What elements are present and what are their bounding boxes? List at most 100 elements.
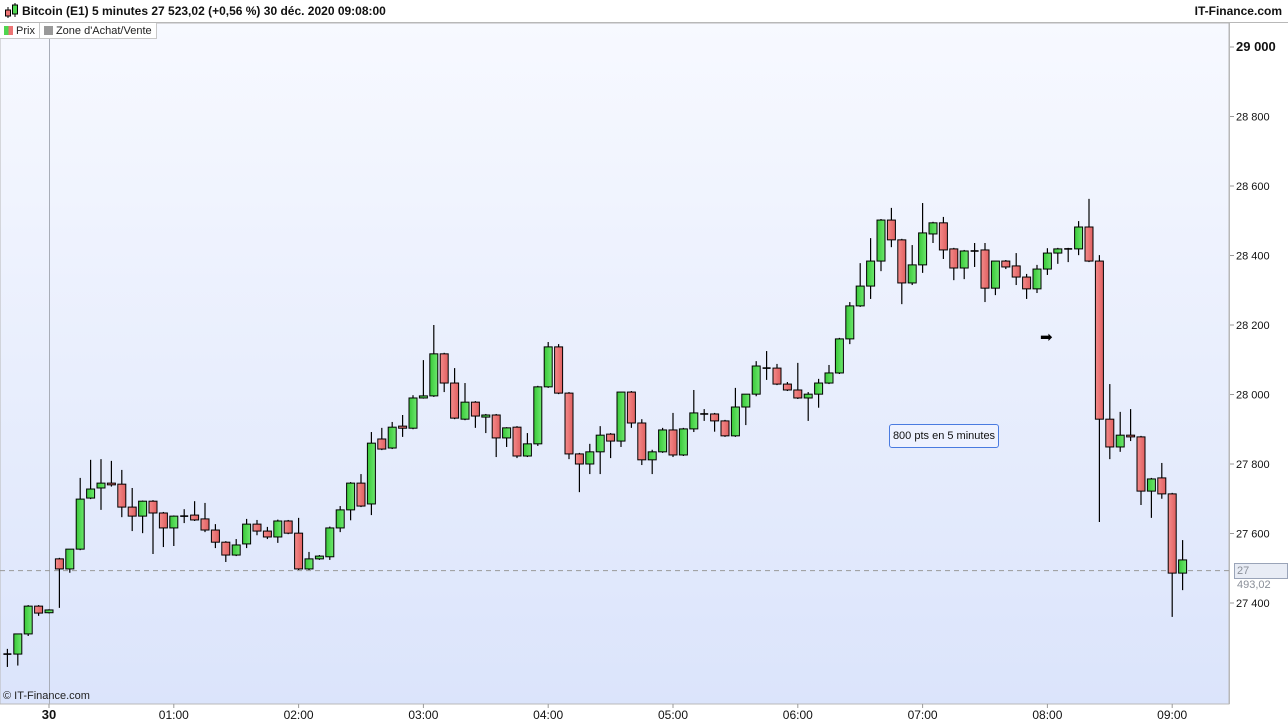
candle-body-down (34, 605, 44, 614)
candle-body-up (1042, 252, 1052, 270)
candle-body-up (647, 451, 657, 461)
candle (700, 409, 709, 421)
price-swatch-icon (4, 26, 13, 35)
candle (720, 419, 730, 437)
candle-body-up (803, 393, 813, 399)
candle (803, 392, 813, 421)
candle-body-up (314, 555, 324, 560)
candle (1022, 273, 1032, 299)
candle (897, 238, 907, 305)
x-tick-label: 30 (42, 707, 56, 722)
candle (346, 482, 356, 521)
candle-body-down (574, 453, 584, 465)
candle-body-down (793, 389, 803, 399)
candle-body-up (845, 305, 855, 340)
y-tick-label: 27 400 (1236, 598, 1270, 610)
y-tick-label: 28 000 (1236, 390, 1270, 402)
candlestick-logo-icon (5, 3, 18, 18)
candle-body-up (325, 527, 335, 558)
candle-body-down (377, 438, 387, 450)
candle (190, 501, 200, 521)
zone-swatch-icon (43, 26, 53, 35)
candle (1074, 221, 1084, 256)
candle-body-up (918, 232, 928, 266)
plot-area (0, 22, 1230, 705)
candle (855, 263, 865, 307)
candle (959, 249, 969, 280)
x-tick-label: 03:00 (408, 708, 438, 722)
candle-body-down (980, 249, 990, 289)
candle (845, 302, 855, 345)
candle (1042, 248, 1052, 275)
candle-body-down (606, 433, 616, 442)
candle-body-down (1157, 477, 1167, 495)
candle (117, 469, 127, 518)
candle (543, 342, 553, 388)
candle-body-down (668, 429, 678, 456)
candle-body-up (543, 346, 553, 388)
legend-item-zone[interactable]: Zone d'Achat/Vente (39, 23, 157, 39)
candle-body-up (616, 391, 626, 442)
candle (294, 517, 304, 570)
candle (585, 443, 595, 475)
candle (169, 515, 179, 547)
candle-body-down (710, 413, 720, 422)
candle (1115, 411, 1125, 452)
candle (387, 421, 397, 450)
candle-body-up (1032, 268, 1042, 290)
candle (938, 216, 948, 259)
candle-body-up (75, 498, 85, 550)
candle (34, 605, 44, 616)
candle-body-down (564, 392, 574, 455)
candle (450, 368, 460, 420)
candle (834, 337, 844, 374)
chart-header: Bitcoin (E1) 5 minutes 27 523,02 (+0,56 … (0, 0, 1288, 23)
candle (710, 412, 720, 432)
candle (23, 605, 33, 637)
candle (221, 541, 231, 562)
candle-body-up (866, 260, 876, 287)
candle-body-up (1178, 559, 1188, 574)
candle-body-down (283, 520, 293, 534)
candle (741, 393, 751, 426)
candle (54, 557, 64, 608)
x-tick-label: 07:00 (908, 708, 938, 722)
candle-body-up (814, 382, 824, 395)
candle (252, 519, 262, 536)
legend-item-prix[interactable]: Prix (0, 23, 40, 39)
candle (398, 415, 408, 437)
x-tick-label: 04:00 (533, 708, 563, 722)
candle-body-up (522, 443, 532, 457)
candle (772, 363, 782, 386)
candle (127, 487, 137, 532)
candle (1105, 384, 1115, 460)
candle-body-down (886, 219, 896, 241)
candle-body-down (897, 239, 907, 284)
candle-body-up (533, 386, 543, 445)
candle (210, 524, 220, 549)
candle-body-down (221, 541, 231, 556)
candle (86, 459, 96, 500)
candle (533, 385, 543, 446)
candle (138, 500, 148, 534)
brand-name: IT-Finance.com (1194, 4, 1282, 18)
candle (886, 207, 896, 248)
candle-body-up (928, 222, 938, 235)
candle (990, 260, 1000, 296)
candle (481, 413, 491, 434)
legend: Prix Zone d'Achat/Vente (0, 23, 157, 39)
candle-body-up (824, 372, 834, 384)
candle-body-down (117, 483, 127, 508)
candle (13, 633, 23, 666)
candle (512, 426, 522, 459)
x-tick-label: 06:00 (783, 708, 813, 722)
candle-body-down (491, 414, 501, 439)
candle-body-down (512, 426, 522, 457)
candle-body-up (1146, 478, 1156, 492)
candle (647, 449, 657, 475)
candle-body-down (949, 248, 959, 269)
candle-body-down (720, 420, 730, 437)
candle (554, 344, 564, 395)
candle (689, 389, 699, 433)
y-axis: 29 000 28 800 28 600 28 400 28 200 28 000 27 8… (1229, 23, 1276, 704)
